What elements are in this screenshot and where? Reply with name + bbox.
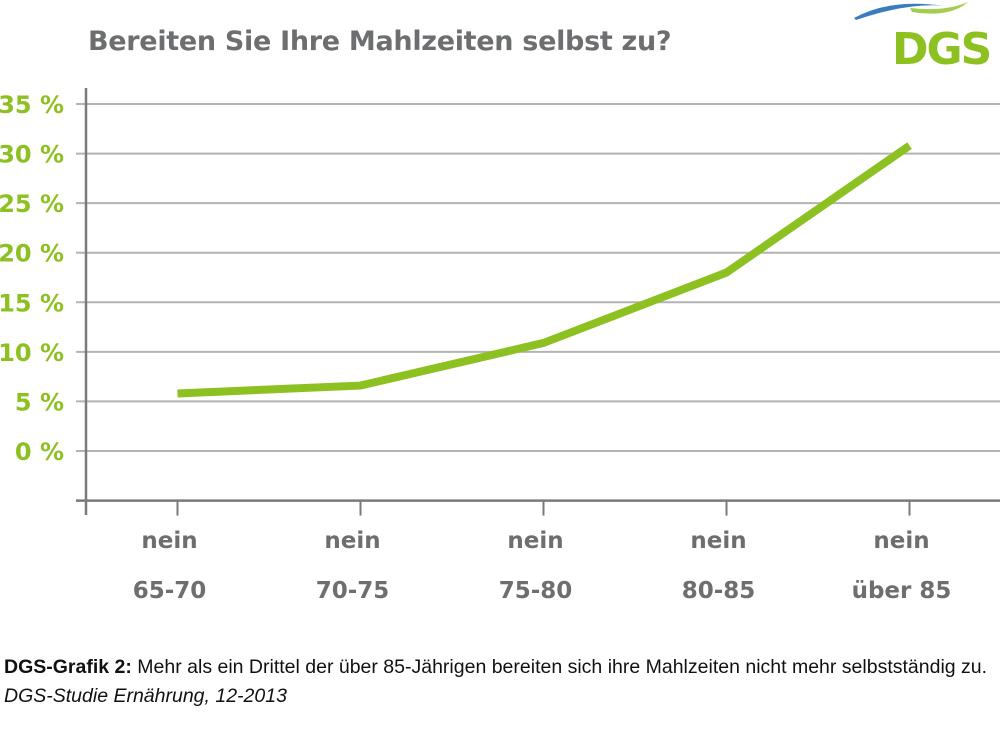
x-tick-label: nein [873,528,929,554]
x-tick-label: 65-70 [133,578,207,604]
y-tick-label: 0 % [15,438,64,466]
caption-label: DGS-Grafik 2: [4,656,132,678]
chart-title: Bereiten Sie Ihre Mahlzeiten selbst zu? [88,26,672,57]
x-tick-label: 70-75 [316,578,390,604]
x-tick-label: 75-80 [499,578,573,604]
y-tick-label: 15 % [0,289,64,317]
x-tick-label: nein [507,528,563,554]
logo-swoosh-blue [854,3,945,20]
figure-caption: DGS-Grafik 2: Mehr als ein Drittel der ü… [4,653,1000,711]
x-tick-label: nein [690,528,746,554]
x-tick-label: 80-85 [682,578,756,604]
y-tick-label: 20 % [0,240,64,268]
caption-source: DGS-Studie Ernährung, 12-2013 [4,685,287,707]
y-tick-label: 25 % [0,190,64,218]
x-tick-label: nein [141,528,197,554]
y-tick-label: 5 % [15,388,64,416]
line-chart: 0 % 5 % 10 % 15 % 20 % 25 % 30 % 35 % nein 65-70 n… [0,88,1000,604]
y-tick-label: 30 % [0,141,64,169]
caption-text: Mehr als ein Drittel der über 85-Jährige… [131,656,988,678]
y-tick-label: 35 % [0,91,64,119]
logo-swoosh-green [910,2,968,14]
logo-text: DGS [892,24,990,72]
dgs-logo: DGS [854,2,992,72]
data-line [177,142,912,398]
x-tick-label: über 85 [852,578,952,604]
y-tick-label: 10 % [0,339,64,367]
x-tick-label: nein [324,528,380,554]
